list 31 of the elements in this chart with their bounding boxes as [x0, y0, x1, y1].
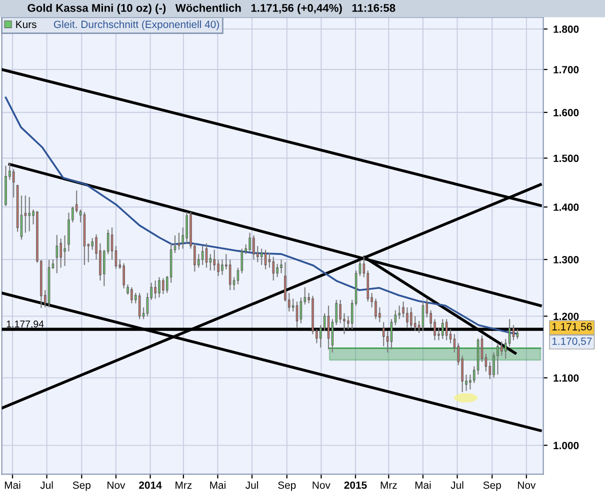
y-tick-label: 1.000	[554, 442, 579, 450]
y-tick-label: 1.600	[554, 108, 579, 116]
ref-line-label: 1.177,94	[6, 320, 44, 329]
text: Gleit. Durchschnitt (Exponentiell 40)	[54, 20, 219, 30]
x-tick-label: Mai	[415, 481, 431, 489]
x-tick-label: Mai	[4, 481, 20, 489]
x-tick-label: Jul	[40, 481, 53, 489]
x-tick-label: Mai	[210, 481, 226, 489]
text: 1.171,56	[552, 323, 592, 332]
x-tick-label: Sep	[278, 481, 296, 491]
x-tick-label: Sep	[483, 481, 501, 491]
text: 1.170,57	[552, 338, 592, 346]
x-tick-label: Nov	[108, 482, 126, 489]
y-tick-label: 1.800	[554, 26, 579, 33]
y-tick-label: 1.300	[554, 256, 579, 264]
x-tick-label: Jul	[450, 481, 464, 489]
y-tick-label: 1.700	[554, 66, 579, 74]
x-tick-label: Nov	[312, 482, 330, 489]
x-tick-label: Mrz	[176, 482, 192, 489]
y-tick-label: 1.500	[554, 154, 579, 162]
y-tick-label: 1.100	[554, 374, 579, 382]
x-tick-label: Sep	[72, 481, 90, 491]
x-tick-label: 2014	[139, 481, 162, 489]
y-tick-label: 1.400	[554, 204, 579, 211]
x-tick-label: Nov	[518, 482, 536, 489]
x-tick-label: 2015	[344, 481, 367, 489]
x-tick-label: Mrz	[380, 482, 397, 489]
chart-title: Gold Kassa Mini (10 oz) (-) Wöchentlich 1.171,56 (+0,44%) 11:16:58	[28, 4, 396, 14]
y-tick-label: 1.200	[554, 312, 579, 320]
x-tick-label: Jul	[246, 481, 258, 489]
legend-label: Kurs	[16, 20, 36, 28]
